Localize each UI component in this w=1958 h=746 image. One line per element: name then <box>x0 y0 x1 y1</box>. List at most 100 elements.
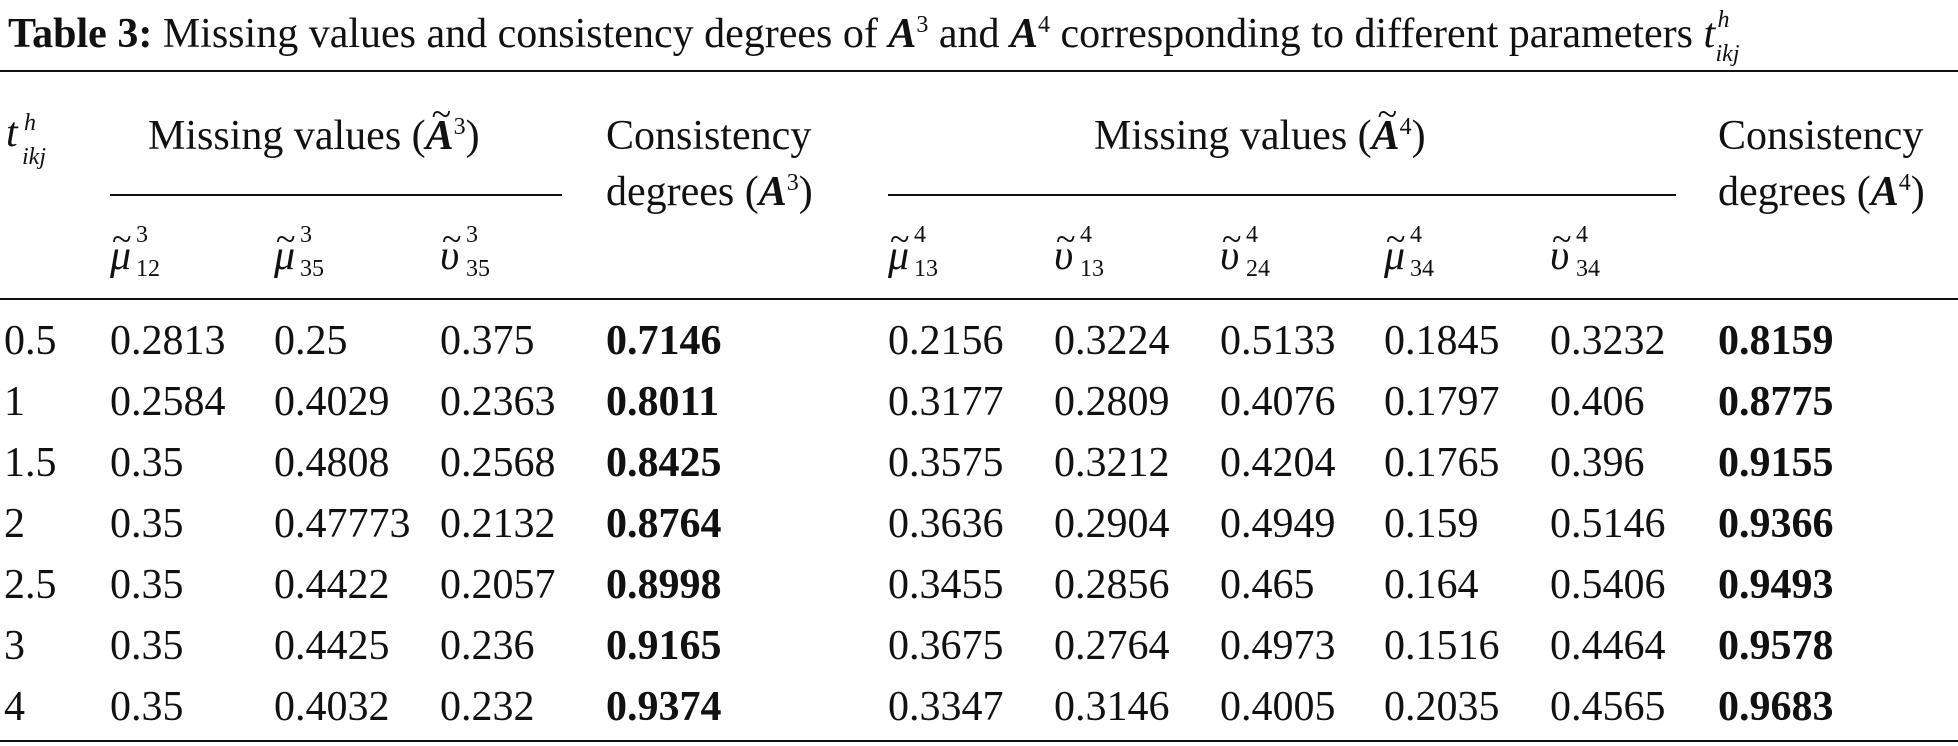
consistency-cell: 0.9155 <box>1718 440 1834 486</box>
consistency-cell: 0.7146 <box>606 318 722 364</box>
consistency-cell: 0.8998 <box>606 562 722 608</box>
parameter-cell: 3 <box>4 623 25 669</box>
value-cell: 0.1516 <box>1384 623 1500 669</box>
consistency-cell: 0.9493 <box>1718 562 1834 608</box>
caption-text-a: Missing values and consistency degrees o… <box>162 11 878 57</box>
subheader-upsilon-4-24: υ ~4 24 <box>1220 219 1270 282</box>
value-cell: 0.3212 <box>1054 440 1170 486</box>
consistency-cell: 0.8775 <box>1718 379 1834 425</box>
caption-and: and <box>938 11 1000 57</box>
value-cell: 0.2035 <box>1384 684 1500 730</box>
consistency-cell: 0.9578 <box>1718 623 1834 669</box>
header-consistency-a3-line2: degrees (A3) <box>606 169 813 215</box>
group-rule-a4 <box>888 194 1676 196</box>
value-cell: 0.3636 <box>888 501 1004 547</box>
consistency-cell: 0.8159 <box>1718 318 1834 364</box>
parameter-cell: 4 <box>4 684 25 730</box>
consistency-cell: 0.8764 <box>606 501 722 547</box>
value-cell: 0.3455 <box>888 562 1004 608</box>
value-cell: 0.35 <box>110 684 184 730</box>
value-cell: 0.2156 <box>888 318 1004 364</box>
value-cell: 0.4029 <box>274 379 390 425</box>
header-consistency-a4-line2: degrees (A4) <box>1718 169 1925 215</box>
value-cell: 0.35 <box>110 623 184 669</box>
value-cell: 0.406 <box>1550 379 1645 425</box>
value-cell: 0.4425 <box>274 623 390 669</box>
parameter-cell: 2 <box>4 501 25 547</box>
subheader-mu-3-35: μ ~3 35 <box>274 219 324 282</box>
value-cell: 0.1797 <box>1384 379 1500 425</box>
value-cell: 0.375 <box>440 318 535 364</box>
header-consistency-a4: Consistency <box>1718 113 1924 159</box>
value-cell: 0.35 <box>110 562 184 608</box>
header-rule <box>0 298 1958 300</box>
parameter-cell: 0.5 <box>4 318 57 364</box>
value-cell: 0.2057 <box>440 562 556 608</box>
value-cell: 0.3575 <box>888 440 1004 486</box>
value-cell: 0.2363 <box>440 379 556 425</box>
value-cell: 0.396 <box>1550 440 1645 486</box>
value-cell: 0.2132 <box>440 501 556 547</box>
value-cell: 0.232 <box>440 684 535 730</box>
consistency-cell: 0.9374 <box>606 684 722 730</box>
value-cell: 0.3224 <box>1054 318 1170 364</box>
value-cell: 0.1765 <box>1384 440 1500 486</box>
value-cell: 0.2809 <box>1054 379 1170 425</box>
value-cell: 0.4422 <box>274 562 390 608</box>
parameter-cell: 1 <box>4 379 25 425</box>
table-caption: Table 3: Missing values and consistency … <box>8 7 1948 67</box>
value-cell: 0.2584 <box>110 379 226 425</box>
consistency-cell: 0.8011 <box>606 379 720 425</box>
value-cell: 0.4808 <box>274 440 390 486</box>
value-cell: 0.2568 <box>440 440 556 486</box>
subheader-upsilon-3-35: υ ~3 35 <box>440 219 490 282</box>
top-rule <box>0 70 1958 72</box>
value-cell: 0.4032 <box>274 684 390 730</box>
parameter-cell: 1.5 <box>4 440 57 486</box>
value-cell: 0.2764 <box>1054 623 1170 669</box>
value-cell: 0.465 <box>1220 562 1315 608</box>
caption-label: Table 3: <box>8 11 153 57</box>
consistency-cell: 0.8425 <box>606 440 722 486</box>
value-cell: 0.3675 <box>888 623 1004 669</box>
consistency-cell: 0.9683 <box>1718 684 1834 730</box>
value-cell: 0.4949 <box>1220 501 1336 547</box>
header-parameter-t: t h ikj <box>6 110 46 170</box>
value-cell: 0.4005 <box>1220 684 1336 730</box>
subheader-mu-3-12: μ ~3 12 <box>110 219 160 282</box>
subheader-mu-4-13: μ ~4 13 <box>888 219 938 282</box>
subheader-upsilon-4-13: υ ~4 13 <box>1054 219 1104 282</box>
value-cell: 0.4204 <box>1220 440 1336 486</box>
value-cell: 0.4464 <box>1550 623 1666 669</box>
value-cell: 0.159 <box>1384 501 1479 547</box>
subheader-mu-4-34: μ ~4 34 <box>1384 219 1434 282</box>
consistency-cell: 0.9366 <box>1718 501 1834 547</box>
caption-text-b: corresponding to different parameters <box>1060 11 1694 57</box>
bottom-rule <box>0 740 1958 742</box>
value-cell: 0.5406 <box>1550 562 1666 608</box>
value-cell: 0.1845 <box>1384 318 1500 364</box>
value-cell: 0.164 <box>1384 562 1479 608</box>
header-missing-values-a4: Missing values (~ A4) <box>1094 94 1426 159</box>
value-cell: 0.5133 <box>1220 318 1336 364</box>
value-cell: 0.2904 <box>1054 501 1170 547</box>
consistency-cell: 0.9165 <box>606 623 722 669</box>
caption-matrix-a3: A3 <box>888 11 929 57</box>
value-cell: 0.3347 <box>888 684 1004 730</box>
group-rule-a3 <box>110 194 562 196</box>
caption-parameter-t: t h ikj <box>1703 7 1740 67</box>
header-consistency-a3: Consistency <box>606 113 812 159</box>
value-cell: 0.4076 <box>1220 379 1336 425</box>
value-cell: 0.5146 <box>1550 501 1666 547</box>
value-cell: 0.35 <box>110 440 184 486</box>
value-cell: 0.47773 <box>274 501 411 547</box>
value-cell: 0.3177 <box>888 379 1004 425</box>
value-cell: 0.236 <box>440 623 535 669</box>
parameter-cell: 2.5 <box>4 562 57 608</box>
header-missing-values-a3: Missing values (~ A3) <box>148 94 480 159</box>
caption-matrix-a4: A4 <box>1010 11 1051 57</box>
value-cell: 0.2813 <box>110 318 226 364</box>
subheader-upsilon-4-34: υ ~4 34 <box>1550 219 1600 282</box>
value-cell: 0.4565 <box>1550 684 1666 730</box>
value-cell: 0.4973 <box>1220 623 1336 669</box>
